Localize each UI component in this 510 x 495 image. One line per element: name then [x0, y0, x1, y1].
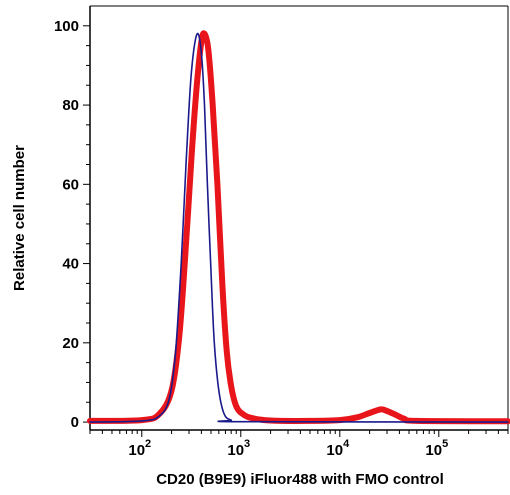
sample-histogram-line [87, 30, 510, 425]
y-tick-label: 80 [62, 97, 79, 114]
fmo-control-histogram-line [89, 32, 509, 423]
y-tick-label: 0 [71, 414, 79, 431]
y-tick-label: 40 [62, 256, 79, 273]
x-tick-label: 105 [425, 438, 448, 459]
y-tick-label: 20 [62, 335, 79, 352]
x-tick-label: 104 [326, 438, 350, 459]
x-axis-title: CD20 (B9E9) iFluor488 with FMO control [156, 471, 444, 488]
x-tick-label: 102 [128, 438, 151, 459]
x-axis-ticks: 102 103 104 105 [89, 430, 509, 459]
y-axis-ticks: 0 20 40 60 80 100 [54, 18, 90, 431]
y-tick-label: 100 [54, 18, 79, 35]
axes-frame [89, 5, 509, 431]
x-tick-label: 103 [227, 438, 250, 459]
y-axis-title: Relative cell number [11, 145, 28, 291]
series-layer [87, 30, 510, 425]
y-tick-label: 60 [62, 176, 79, 193]
